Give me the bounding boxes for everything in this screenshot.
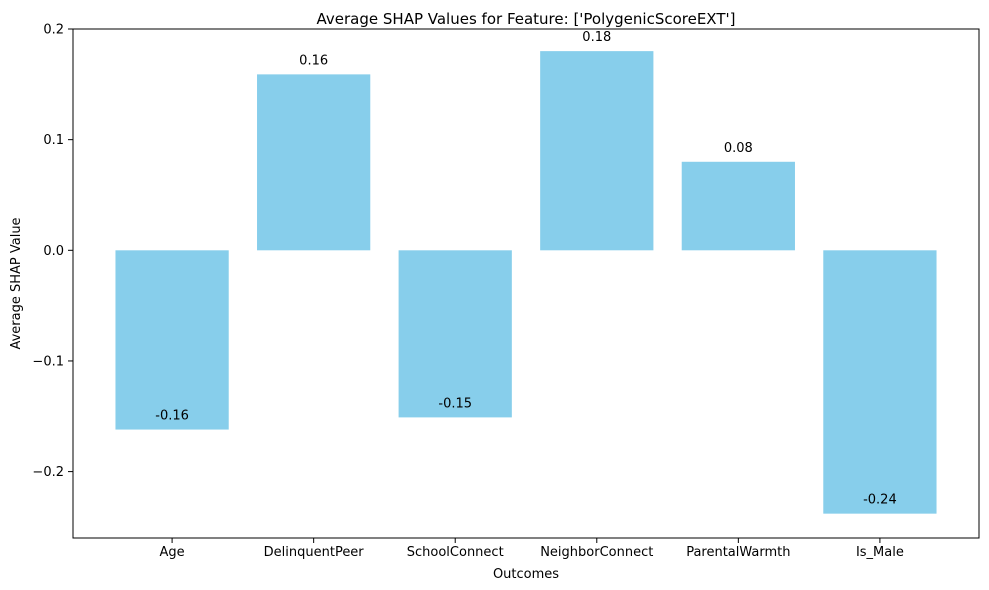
x-axis: Age DelinquentPeer SchoolConnect NeighborCo… [160,538,904,560]
x-axis-title: Outcomes [493,567,559,582]
data-label-neighborconnect: 0.18 [582,30,611,45]
y-tick-label: −0.1 [32,354,64,369]
bar-is_male [823,250,937,514]
x-tick-label: DelinquentPeer [264,545,365,560]
data-label-delinquentpeer: 0.16 [299,53,328,68]
bar-neighborconnect [540,51,654,251]
y-axis-title: Average SHAP Value [9,217,24,349]
y-tick-label: 0.2 [43,23,64,38]
bar-delinquentpeer [257,74,371,251]
y-tick-label: 0.1 [43,133,64,148]
x-tick-label: NeighborConnect [540,545,653,560]
y-axis: −0.2 −0.1 0.0 0.1 0.2 [32,23,73,480]
data-labels-group: -0.16 0.16 -0.15 0.18 0.08 -0.24 [155,30,896,508]
x-tick-label: Age [160,545,185,560]
x-tick-label: ParentalWarmth [686,545,790,560]
chart-title: Average SHAP Values for Feature: ['Polyg… [317,10,736,28]
bar-schoolconnect [398,250,512,418]
plot-frame [72,28,980,539]
data-label-age: -0.16 [155,409,189,424]
x-tick-label: Is_Male [856,545,904,560]
y-tick-label: −0.2 [32,465,64,480]
bar-age [115,250,229,430]
data-label-is_male: -0.24 [863,493,897,508]
bars-group [115,51,937,514]
x-tick-label: SchoolConnect [407,545,504,560]
y-tick-label: 0.0 [43,244,64,259]
data-label-schoolconnect: -0.15 [438,396,472,411]
data-label-parentalwarmth: 0.08 [724,141,753,156]
bar-parentalwarmth [681,161,795,251]
